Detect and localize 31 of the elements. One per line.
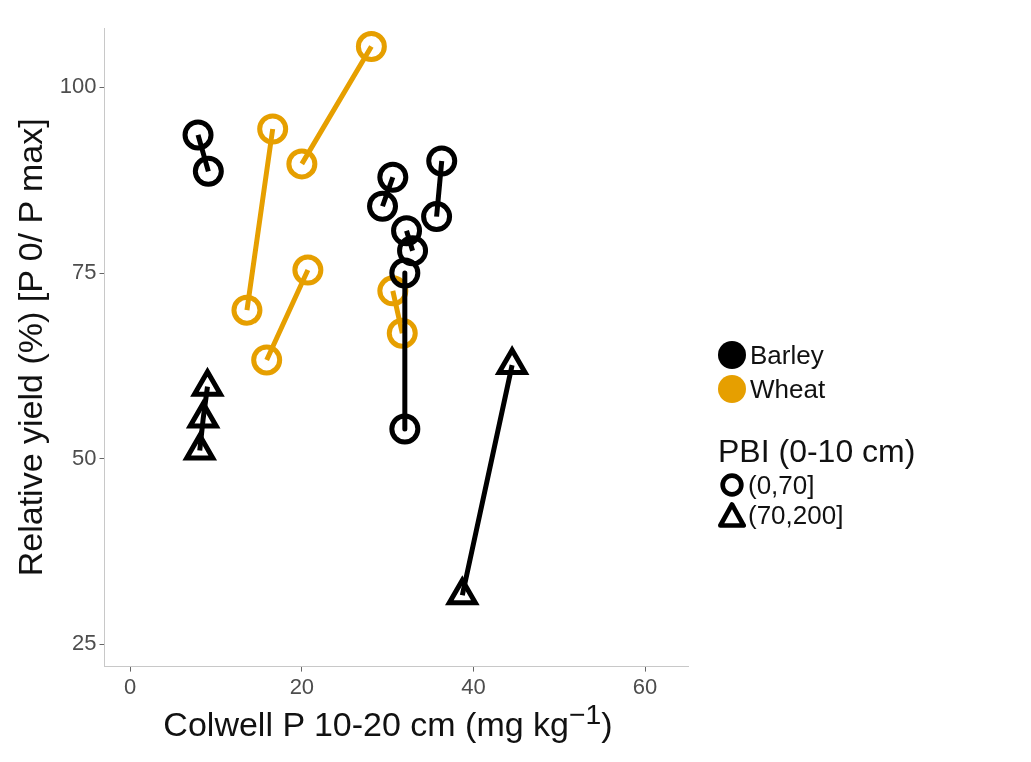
x-tick-label: 60 xyxy=(632,673,658,699)
x-tick-label: 0 xyxy=(124,673,137,699)
point xyxy=(355,31,387,63)
point xyxy=(192,155,224,187)
point xyxy=(182,119,214,151)
point xyxy=(231,294,263,326)
point xyxy=(391,215,423,247)
point xyxy=(377,161,409,193)
x-tick-label: 40 xyxy=(461,673,486,699)
point xyxy=(421,201,453,233)
point xyxy=(389,413,421,445)
point xyxy=(286,148,318,180)
legend-title: PBI (0-10 cm) xyxy=(718,432,916,470)
y-axis-title: Relative yield (%) [P 0/ P max] xyxy=(10,118,49,577)
point xyxy=(426,145,458,177)
point xyxy=(367,190,399,222)
x-tick-label: 20 xyxy=(289,673,315,699)
y-tick-label: 25 xyxy=(72,630,97,656)
y-tick-label: 100 xyxy=(59,73,97,99)
text: (70,200] xyxy=(748,500,844,530)
point xyxy=(397,235,429,267)
legend-label: Wheat xyxy=(750,373,826,406)
text: (0,70] xyxy=(748,470,815,500)
point xyxy=(257,113,289,145)
point xyxy=(251,344,283,376)
legend-label: Barley xyxy=(750,339,824,372)
x-axis-title: Colwell P 10-20 cm (mg kg$^{−1}$) xyxy=(162,698,614,745)
y-tick-label: 75 xyxy=(72,259,97,285)
point xyxy=(389,257,421,289)
y-tick-label: 50 xyxy=(72,444,97,470)
point xyxy=(292,254,324,286)
